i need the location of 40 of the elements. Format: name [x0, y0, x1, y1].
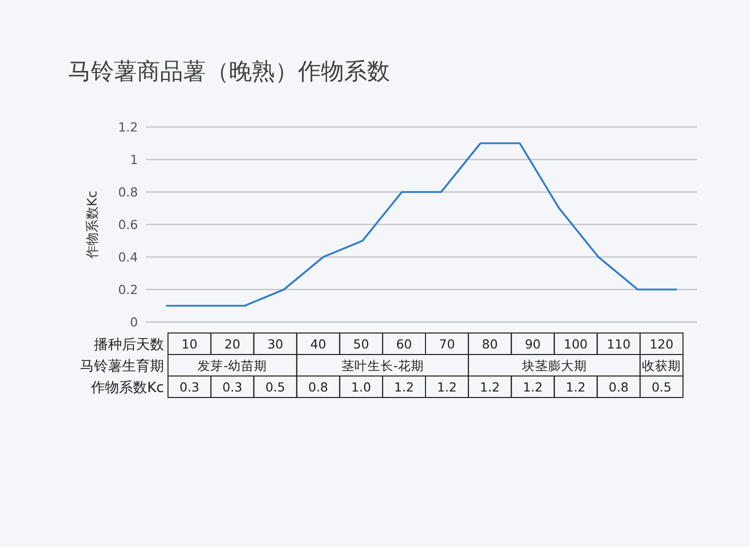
text: 0.3 [180, 379, 200, 394]
chart-title: 马铃薯商品薯（晚熟）作物系数 [68, 58, 390, 87]
x-tick-label: 10 [182, 336, 198, 352]
text: 1.2 [394, 379, 414, 394]
x-tick-label: 30 [267, 336, 284, 352]
y-tick-label: 作物系数Kc [90, 380, 164, 396]
x-tick-label: 60 [396, 336, 412, 352]
text: 茎叶生长-花期 [341, 358, 424, 373]
y-tick-label: 0.6 [118, 216, 138, 232]
text: 0.5 [265, 379, 286, 394]
text: 0.5 [652, 379, 672, 394]
y-tick-label: 1.2 [118, 119, 138, 134]
text: 0.3 [222, 379, 242, 394]
x-tick-label: 80 [482, 336, 498, 352]
y-tick-label: 0.4 [118, 249, 138, 264]
text: 1.2 [437, 379, 457, 394]
text: 收获期 [642, 358, 682, 373]
y-tick-label: 0.8 [118, 184, 138, 200]
x-tick-label: 110 [606, 336, 631, 352]
line-series [165, 142, 678, 307]
text: 0.8 [308, 379, 328, 394]
x-tick-label: 50 [353, 336, 370, 352]
text: 1.2 [566, 379, 586, 394]
text: 1.2 [522, 379, 543, 394]
x-tick-label: 70 [439, 336, 455, 352]
x-tick-label: 20 [224, 336, 240, 352]
x-axis-title: 播种后天数 [94, 336, 164, 353]
y-tick-label: 1 [130, 152, 138, 167]
text: 发芽-幼苗期 [198, 358, 268, 373]
x-tick-label: 100 [564, 336, 588, 352]
y-tick-label: 马铃薯生育期 [80, 357, 164, 374]
text: 1.2 [480, 379, 500, 394]
y-tick-label: 0 [130, 314, 138, 330]
x-tick-label: 90 [524, 336, 541, 352]
text: 块茎膨大期 [522, 358, 587, 373]
text: 0.8 [608, 379, 629, 394]
x-tick-label: 120 [650, 336, 674, 352]
y-tick-label: 0.2 [118, 282, 138, 297]
text: 1.0 [351, 379, 372, 394]
x-tick-label: 40 [310, 336, 326, 352]
